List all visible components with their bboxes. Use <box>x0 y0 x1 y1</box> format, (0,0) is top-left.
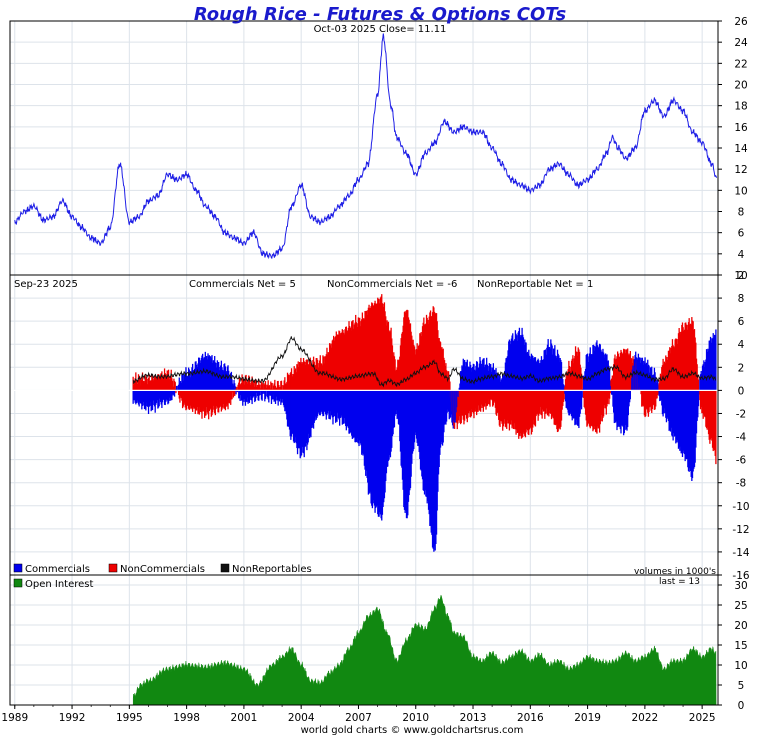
y-tick-label: 25 <box>734 600 747 612</box>
price-series-line <box>14 33 718 260</box>
x-tick-label: 2016 <box>517 712 544 724</box>
x-tick-label: 1992 <box>59 712 86 724</box>
y-tick-label: 10 <box>734 270 747 282</box>
y-tick-label: 20 <box>734 620 747 632</box>
chart-title: Rough Rice - Futures & Options COTs <box>194 4 567 25</box>
cot-legend: Commercials NonCommercials NonReportable… <box>13 563 312 575</box>
price-subtitle: Oct-03 2025 Close= 11.11 <box>314 24 447 35</box>
legend-label-open-interest: Open Interest <box>25 579 94 590</box>
y-tick-label: -2 <box>736 408 746 420</box>
y-tick-label: 26 <box>734 16 748 28</box>
y-tick-label: 2 <box>738 270 745 282</box>
y-tick-label: -16 <box>732 570 749 582</box>
legend-swatch-open-interest <box>13 578 23 588</box>
y-tick-label: 16 <box>734 122 748 134</box>
volumes-note: volumes in 1000's <box>634 567 716 577</box>
legend-label-commercials: Commercials <box>25 564 90 575</box>
y-tick-label: -12 <box>732 524 749 536</box>
x-tick-label: 2019 <box>574 712 601 724</box>
x-tick-label: 2001 <box>231 712 258 724</box>
last-value-note: last = 13 <box>659 577 700 587</box>
footer-credit: world gold charts © www.goldchartsrus.co… <box>301 725 524 735</box>
y-axis-ticks: 2468101214161820222426-16-14-12-10-8-6-4… <box>718 16 750 712</box>
y-tick-label: -14 <box>732 547 749 559</box>
legend-swatch-noncommercials <box>108 563 118 573</box>
y-tick-label: 0 <box>738 385 745 397</box>
commercials-net-label: Commercials Net = 5 <box>189 279 296 290</box>
cot-date-label: Sep-23 2025 <box>14 279 78 290</box>
legend-label-noncommercials: NonCommercials <box>120 564 205 575</box>
y-tick-label: 20 <box>734 80 747 92</box>
x-tick-label: 2004 <box>288 712 315 724</box>
y-tick-label: 10 <box>734 660 747 672</box>
y-tick-label: 8 <box>738 293 745 305</box>
y-tick-label: 5 <box>738 680 745 692</box>
y-tick-label: 24 <box>734 37 748 49</box>
y-tick-label: 14 <box>734 143 748 155</box>
legend-swatch-commercials <box>13 563 23 573</box>
y-tick-label: 15 <box>734 640 747 652</box>
x-axis-ticks: 1989 1992 1995 1998 2001 2004 2007 2010 2013 2016… <box>1 705 716 724</box>
y-tick-label: 2 <box>738 362 745 374</box>
y-tick-label: 0 <box>738 700 745 712</box>
y-tick-label: 6 <box>738 316 745 328</box>
y-tick-label: -4 <box>736 432 747 444</box>
y-tick-label: 18 <box>734 101 747 113</box>
legend-swatch-nonreportables <box>220 563 230 573</box>
y-tick-label: -10 <box>732 501 749 513</box>
price-panel-plot <box>14 33 718 260</box>
x-tick-label: 1989 <box>1 712 28 724</box>
y-tick-label: 4 <box>738 339 745 351</box>
x-tick-label: 1995 <box>116 712 143 724</box>
y-tick-label: 22 <box>734 58 747 70</box>
x-tick-label: 2013 <box>460 712 487 724</box>
nonreportables-line <box>132 336 717 388</box>
legend-label-nonreportables: NonReportables <box>232 564 312 575</box>
y-tick-label: -6 <box>736 455 747 467</box>
x-tick-label: 2022 <box>632 712 659 724</box>
y-tick-label: 30 <box>734 580 747 592</box>
x-tick-label: 2010 <box>402 712 429 724</box>
y-tick-label: -8 <box>736 478 746 490</box>
y-tick-label: 10 <box>734 185 747 197</box>
y-tick-label: 8 <box>738 207 745 219</box>
y-tick-label: 6 <box>738 228 745 240</box>
x-tick-label: 2025 <box>689 712 716 724</box>
open-interest-area <box>132 594 717 706</box>
open-interest-panel-frame <box>9 574 719 706</box>
y-tick-label: 12 <box>734 164 747 176</box>
noncommercials-net-label: NonCommercials Net = -6 <box>327 279 457 290</box>
cot-panel-plot <box>132 294 717 552</box>
open-interest-panel-plot <box>132 594 717 706</box>
x-tick-label: 1998 <box>173 712 200 724</box>
nonreportable-net-label: NonReportable Net = 1 <box>477 279 593 290</box>
y-tick-label: 4 <box>738 249 745 261</box>
x-tick-label: 2007 <box>345 712 372 724</box>
